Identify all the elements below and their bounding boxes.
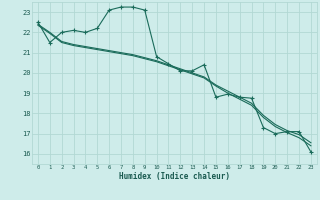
X-axis label: Humidex (Indice chaleur): Humidex (Indice chaleur) bbox=[119, 172, 230, 181]
